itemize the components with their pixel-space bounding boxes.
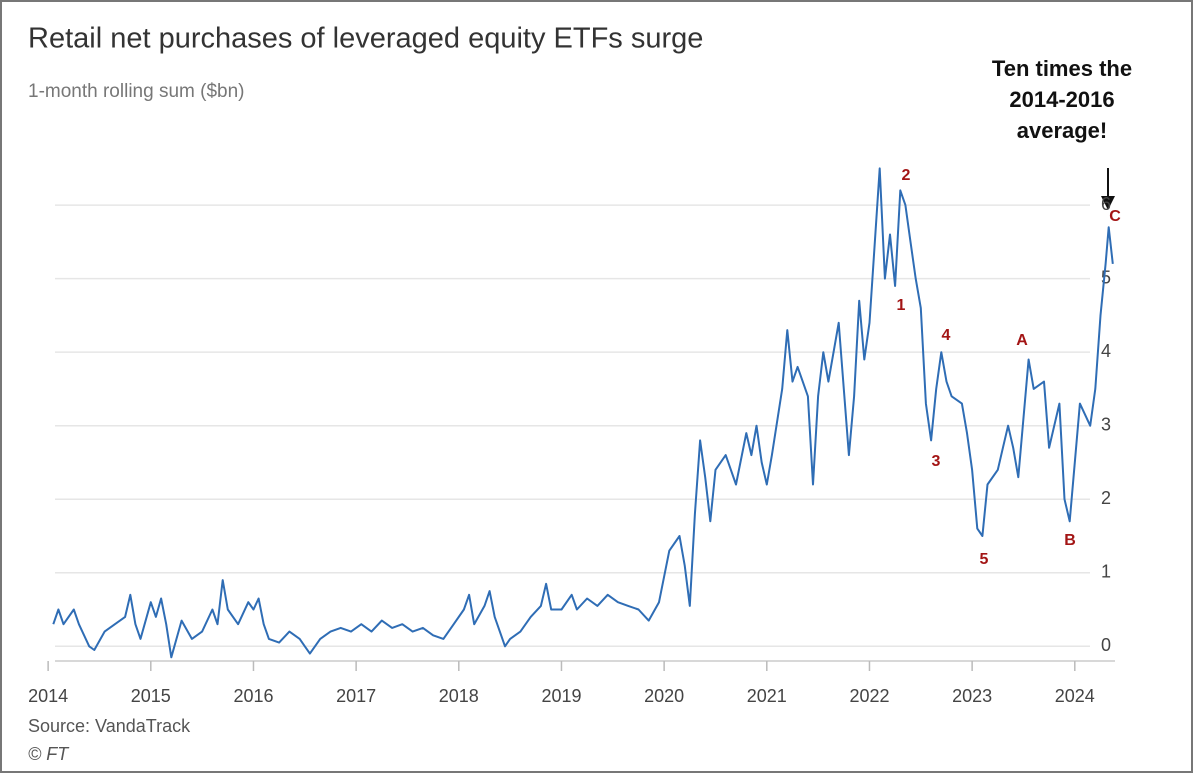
- data-line: [52, 167, 1114, 659]
- annotation: Ten times the: [992, 56, 1132, 81]
- x-tick-label: 2017: [336, 686, 376, 706]
- wave-label: 2: [902, 167, 911, 184]
- y-tick-label: 0: [1101, 635, 1111, 655]
- x-tick-label: 2020: [644, 686, 684, 706]
- y-tick-label: 3: [1101, 414, 1111, 434]
- wave-label: C: [1109, 208, 1121, 225]
- y-tick-label: 2: [1101, 488, 1111, 508]
- chart-title: Retail net purchases of leveraged equity…: [28, 23, 703, 55]
- x-tick-label: 2022: [849, 686, 889, 706]
- wave-label: 1: [897, 297, 906, 314]
- annotation: average!: [1017, 118, 1108, 143]
- credit: © FT: [28, 744, 70, 764]
- x-tick-label: 2014: [28, 686, 68, 706]
- wave-label: 4: [942, 327, 951, 344]
- y-tick-label: 5: [1101, 267, 1111, 287]
- x-tick-label: 2015: [131, 686, 171, 706]
- wave-label: 5: [980, 551, 989, 568]
- arrow-head: [1101, 196, 1115, 210]
- x-tick-label: 2016: [233, 686, 273, 706]
- wave-label: A: [1016, 332, 1028, 349]
- wave-label: B: [1064, 532, 1076, 549]
- annotation: 2014-2016: [1009, 87, 1114, 112]
- chart-subtitle: 1-month rolling sum ($bn): [28, 81, 244, 102]
- source: Source: VandaTrack: [28, 716, 191, 736]
- y-tick-label: 4: [1101, 341, 1111, 361]
- x-tick-label: 2019: [541, 686, 581, 706]
- x-tick-label: 2024: [1055, 686, 1095, 706]
- y-tick-label: 1: [1101, 562, 1111, 582]
- wave-label: 3: [932, 453, 941, 470]
- x-tick-label: 2018: [439, 686, 479, 706]
- x-tick-label: 2023: [952, 686, 992, 706]
- y-tick-label: 6: [1101, 194, 1111, 214]
- x-tick-label: 2021: [747, 686, 787, 706]
